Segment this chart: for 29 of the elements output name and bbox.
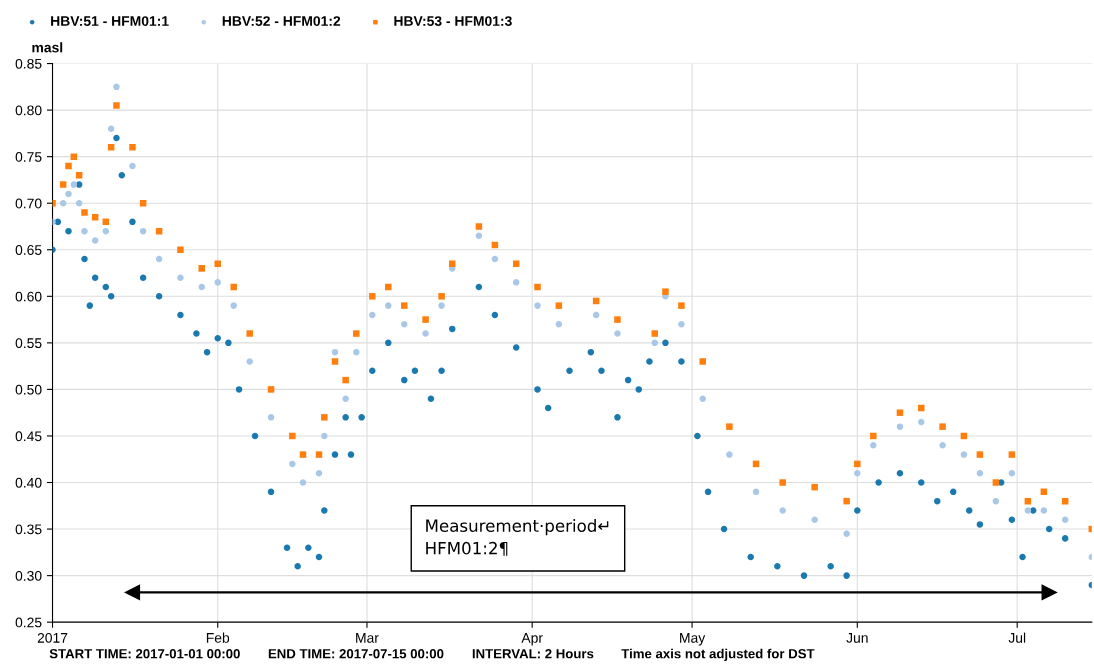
text: Time axis not adjusted for DST bbox=[621, 648, 815, 661]
text: INTERVAL: 2 Hours bbox=[472, 649, 594, 659]
y-tick-label: 0.85 bbox=[15, 58, 42, 69]
y-tick-label: 0.75 bbox=[15, 151, 42, 162]
x-tick-label: Jun bbox=[846, 633, 868, 643]
y-tick-label: 0.30 bbox=[15, 570, 42, 581]
y-tick-label: 0.70 bbox=[15, 198, 42, 209]
annotation: Measurement·period↵ HFM01:2¶ bbox=[426, 519, 609, 556]
y-tick-label: 0.60 bbox=[15, 291, 42, 302]
y-tick-label: 0.80 bbox=[15, 105, 42, 116]
y-tick-label: 0.55 bbox=[15, 338, 42, 349]
y-tick-label: 0.50 bbox=[15, 384, 42, 395]
x-tick-label: Mar bbox=[356, 633, 379, 643]
legend-label: HBV:53 - HFM01:3 bbox=[394, 16, 512, 26]
y-tick-label: 0.35 bbox=[15, 524, 42, 535]
x-tick-label: Apr bbox=[521, 633, 543, 646]
y-axis-title: masl bbox=[32, 42, 63, 53]
text: START TIME: 2017-01-01 00:00 bbox=[49, 649, 240, 659]
y-tick-label: 0.40 bbox=[15, 477, 42, 488]
x-tick-label: Jul bbox=[1008, 632, 1026, 643]
legend-label: HBV:51 - HFM01:1 bbox=[51, 16, 169, 26]
y-tick-label: 0.45 bbox=[15, 431, 42, 442]
y-tick-label: 0.25 bbox=[15, 617, 42, 628]
x-tick-label: 2017 bbox=[37, 632, 68, 643]
x-tick-label: Feb bbox=[206, 632, 230, 643]
text: END TIME: 2017-07-15 00:00 bbox=[268, 649, 444, 659]
y-tick-label: 0.65 bbox=[15, 245, 42, 255]
x-tick-label: May bbox=[680, 633, 706, 646]
legend-label: HBV:52 - HFM01:2 bbox=[222, 16, 341, 26]
